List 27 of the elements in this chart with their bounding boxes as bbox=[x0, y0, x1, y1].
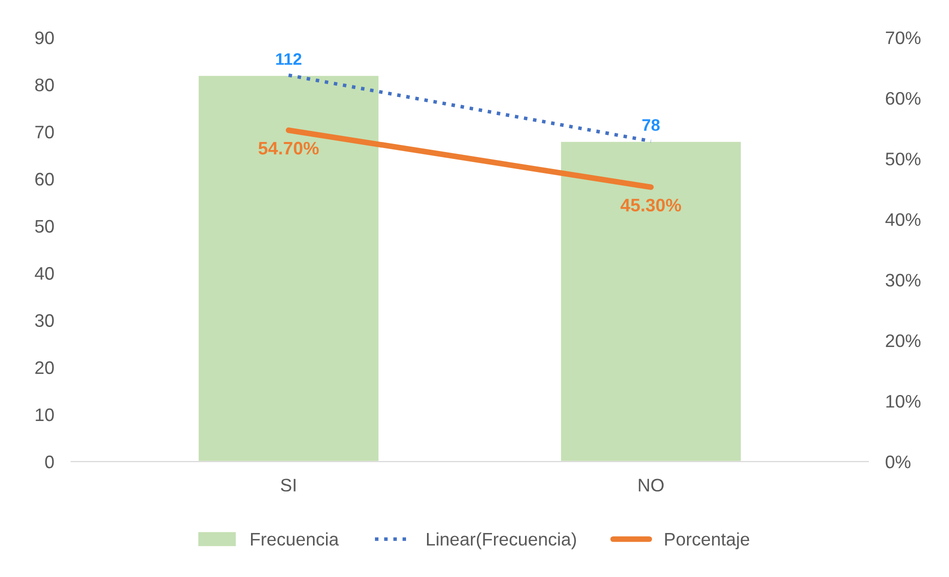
data-label: 54.70% bbox=[258, 142, 319, 155]
legend-label: Porcentaje bbox=[665, 532, 750, 550]
y-tick-label: 60 bbox=[35, 172, 54, 186]
y2-tick-label: 20% bbox=[886, 334, 920, 348]
y-tick-label: 40 bbox=[34, 267, 54, 280]
x-tick-label: SI bbox=[280, 478, 296, 492]
y-tick-label: 0 bbox=[45, 456, 54, 468]
y2-tick-label: 30% bbox=[886, 274, 920, 287]
y2-tick-label: 70% bbox=[886, 31, 920, 44]
y2-tick-label: 50% bbox=[886, 152, 920, 166]
y-tick-label: 10 bbox=[36, 408, 54, 422]
y2-tick-label: 10% bbox=[886, 394, 920, 408]
y2-tick-label: 60% bbox=[886, 92, 920, 105]
y-tick-label: 70 bbox=[35, 126, 54, 138]
y-tick-label: 80 bbox=[35, 78, 54, 92]
legend-label: Frecuencia bbox=[251, 532, 339, 546]
data-label: 45.30% bbox=[620, 198, 682, 212]
annotation: 112 bbox=[276, 53, 302, 65]
y2-tick-label: 40% bbox=[885, 213, 920, 226]
y2-tick-label: 0% bbox=[886, 456, 910, 468]
y-tick-label: 90 bbox=[35, 31, 54, 44]
annotation: 78 bbox=[642, 119, 660, 131]
y-tick-label: 30 bbox=[35, 314, 54, 327]
x-tick-label: NO bbox=[638, 478, 664, 492]
y-tick-label: 20 bbox=[35, 361, 54, 374]
y-tick-label: 50 bbox=[35, 220, 54, 233]
legend-label: Linear(Frecuencia) bbox=[426, 532, 576, 550]
